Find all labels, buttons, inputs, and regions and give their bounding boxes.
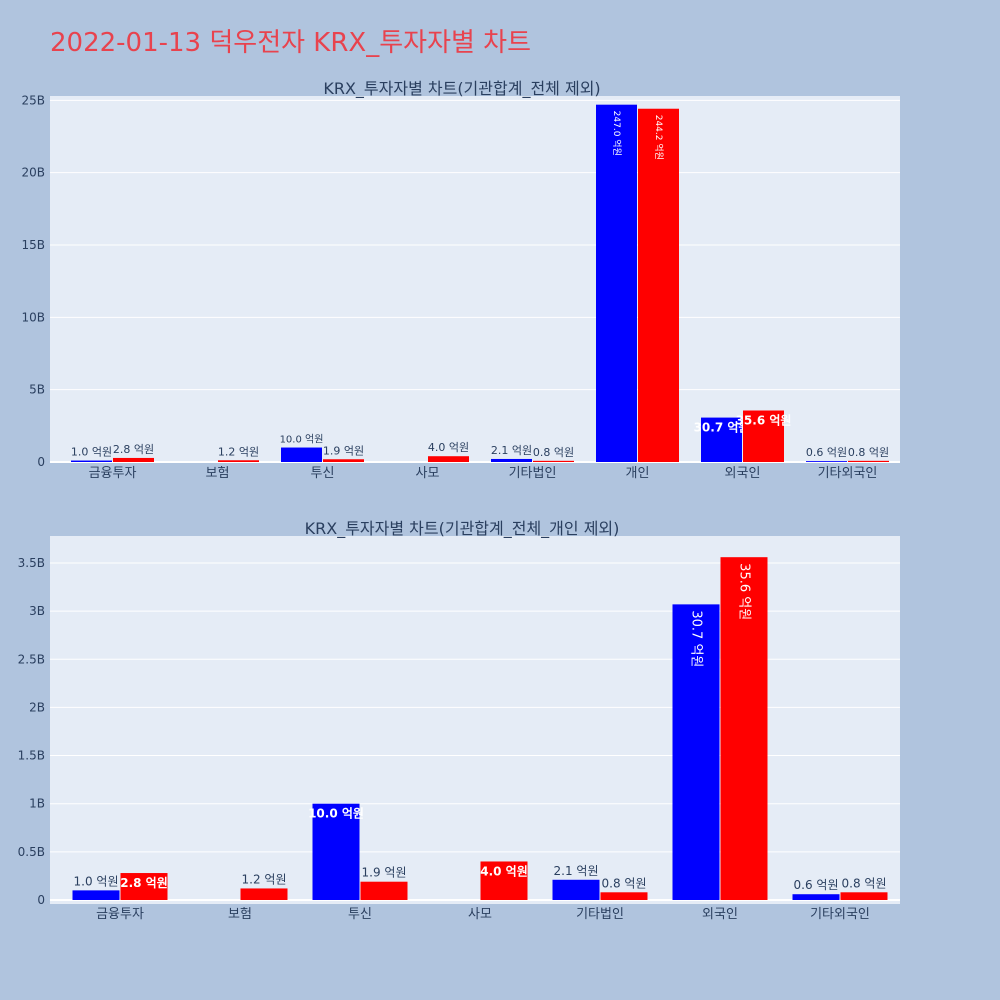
sell-bar: [848, 460, 889, 462]
data-label: 1.0 억원: [74, 874, 119, 888]
x-tick-label: 개인: [626, 466, 650, 481]
data-label: 1.9 억원: [323, 444, 364, 457]
data-label: 0.6 억원: [794, 878, 839, 892]
sell-bar: [120, 873, 168, 900]
data-label: 0.6 억원: [806, 446, 847, 459]
page-title: 2022-01-13 덕우전자 KRX_투자자별 차트: [50, 28, 532, 58]
y-tick-label: 15B: [21, 238, 45, 252]
sell-bar: [720, 557, 768, 900]
sell-bar: [600, 892, 648, 900]
chart-title: KRX_투자자별 차트(기관합계_전체 제외): [323, 79, 600, 99]
x-tick-label: 외국인: [702, 907, 738, 922]
buy-bar: [71, 460, 112, 462]
data-label: 247.0 억원: [611, 111, 623, 156]
sell-bar: [533, 460, 574, 462]
sell-bar: [323, 459, 364, 462]
buy-bar: [701, 417, 742, 462]
buy-bar: [596, 104, 637, 462]
y-tick-label: 5B: [29, 383, 45, 397]
investor-chart-excl-individual: KRX_투자자별 차트(기관합계_전체_개인 제외) 0 0.5B 1B 1.5B 2B 2…: [18, 519, 900, 922]
buy-bar: [672, 604, 720, 900]
sell-bar: [218, 460, 259, 462]
x-tick-label: 기타법인: [509, 466, 557, 481]
data-label: 10.0 억원: [308, 807, 364, 821]
x-tick-label: 기타법인: [576, 907, 624, 922]
data-label: 2.8 억원: [120, 876, 168, 890]
data-label: 10.0 억원: [280, 434, 324, 446]
x-tick-label: 기타외국인: [818, 466, 878, 481]
data-label: 0.8 억원: [848, 446, 889, 459]
y-tick-label: 3B: [29, 604, 45, 618]
sell-bar: [743, 410, 784, 462]
x-tick-label: 금융투자: [96, 907, 144, 922]
x-tick-label: 외국인: [725, 466, 761, 481]
sell-bar: [240, 888, 288, 900]
plot-area: [50, 536, 900, 904]
y-tick-label: 10B: [21, 310, 45, 324]
data-label: 4.0 억원: [428, 441, 469, 454]
x-tick-label: 기타외국인: [810, 907, 870, 922]
sell-bar: [638, 108, 679, 462]
sell-bar: [360, 881, 408, 900]
sell-bar: [428, 456, 469, 462]
x-tick-label: 사모: [416, 466, 440, 481]
y-tick-label: 2.5B: [18, 652, 45, 666]
y-tick-label: 2B: [29, 700, 45, 714]
x-tick-label: 보험: [206, 466, 230, 481]
data-label: 1.2 억원: [218, 445, 259, 458]
data-label: 30.7 억원: [689, 610, 704, 667]
x-tick-label: 보험: [228, 907, 252, 922]
data-label: 0.8 억원: [842, 876, 887, 890]
data-label: 244.2 억원: [653, 115, 665, 160]
buy-bar: [491, 458, 532, 462]
data-label: 2.1 억원: [554, 864, 599, 878]
y-tick-label: 1.5B: [18, 749, 45, 763]
buy-bar: [312, 803, 360, 900]
sell-bar: [480, 861, 528, 900]
data-label: 2.1 억원: [491, 444, 532, 457]
x-tick-label: 사모: [468, 907, 492, 922]
x-tick-label: 금융투자: [89, 466, 137, 481]
chart-title: KRX_투자자별 차트(기관합계_전체_개인 제외): [305, 519, 620, 539]
data-label: 2.8 억원: [113, 443, 154, 456]
y-tick-label: 3.5B: [18, 556, 45, 570]
data-label: 0.8 억원: [533, 446, 574, 459]
buy-bar: [806, 461, 847, 462]
buy-bar: [72, 890, 120, 900]
data-label: 1.2 억원: [242, 872, 287, 886]
investor-chart-all: KRX_투자자별 차트(기관합계_전체 제외) 0 5B 10B 15B 20B 25B 금융…: [21, 79, 900, 481]
y-tick-label: 20B: [21, 166, 45, 180]
data-label: 35.6 억원: [737, 563, 752, 620]
y-tick-label: 0: [37, 893, 45, 907]
y-tick-label: 1B: [29, 797, 45, 811]
x-tick-label: 투신: [311, 466, 335, 481]
sell-bar: [840, 892, 888, 900]
x-tick-label: 투신: [348, 907, 372, 922]
y-tick-label: 25B: [21, 93, 45, 107]
data-label: 35.6 억원: [736, 413, 792, 427]
y-tick-label: 0: [37, 455, 45, 469]
data-label: 30.7 억원: [694, 421, 750, 435]
data-label: 0.8 억원: [602, 876, 647, 890]
data-label: 4.0 억원: [480, 864, 528, 878]
data-label: 1.9 억원: [362, 866, 407, 880]
buy-bar: [552, 879, 600, 900]
buy-bar: [281, 447, 322, 462]
buy-bar: [792, 894, 840, 900]
plot-area: [50, 96, 900, 463]
data-label: 1.0 억원: [71, 446, 112, 459]
sell-bar: [113, 457, 154, 462]
y-tick-label: 0.5B: [18, 845, 45, 859]
